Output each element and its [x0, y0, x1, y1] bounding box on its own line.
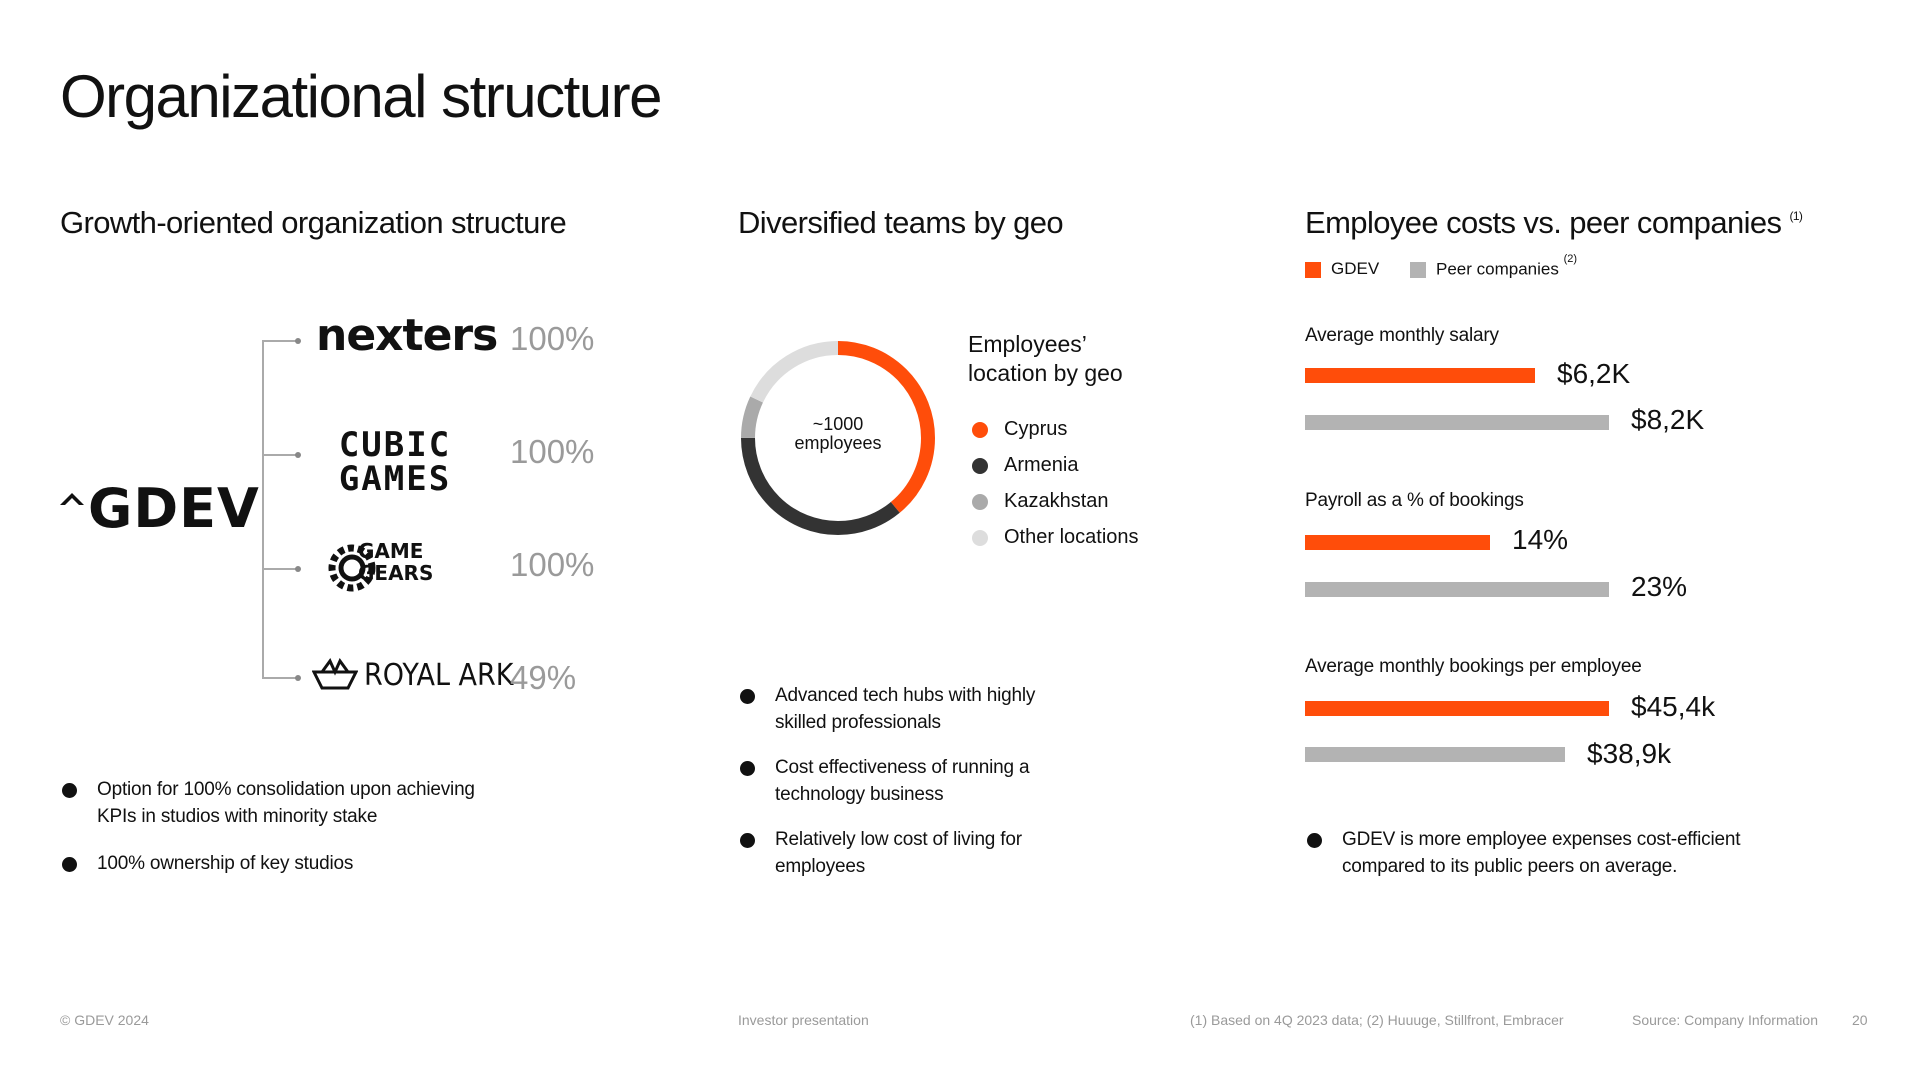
gdev-logo-text: GDEV [88, 477, 260, 540]
legend-swatch [1305, 262, 1321, 278]
bar-bookings-gdev [1305, 701, 1609, 716]
bar-payroll-gdev [1305, 535, 1490, 550]
list-item: Cost effectiveness of running a technolo… [738, 754, 1058, 808]
bullet-text: 100% ownership of key studios [97, 853, 354, 874]
bullet-dot [740, 833, 755, 848]
geo-legend-title: Employees’ location by geo [968, 330, 1123, 388]
bullet-dot [740, 761, 755, 776]
paper-boat-icon [312, 658, 358, 690]
legend-label: Kazakhstan [1004, 490, 1109, 512]
list-item: GDEV is more employee expenses cost-effi… [1305, 826, 1755, 880]
tree-branch [262, 677, 298, 679]
bar-payroll-peer [1305, 582, 1609, 597]
bullet-dot [740, 689, 755, 704]
structure-heading: Growth-oriented organization structure [60, 205, 567, 240]
legend-title-line: Employees’ [968, 331, 1087, 357]
tree-branch [262, 454, 298, 456]
legend-label: Peer companies (2) [1436, 253, 1577, 280]
legend-swatch [972, 422, 988, 438]
bar-value-bookings-gdev: $45,4k [1631, 691, 1716, 722]
footer-notes: (1) Based on 4Q 2023 data; (2) Huuuge, S… [1190, 1012, 1564, 1028]
donut-slice-armenia [741, 341, 935, 535]
legend-label-text: Peer companies [1436, 259, 1559, 279]
footer-source: Source: Company Information [1632, 1012, 1818, 1028]
legend-label: GDEV [1331, 259, 1380, 278]
tree-node-dot [295, 566, 301, 572]
legend-label: Armenia [1004, 454, 1079, 476]
footer-center: Investor presentation [738, 1012, 869, 1028]
bar-value-payroll-peer: 23% [1631, 571, 1688, 602]
bullet-text: Relatively low cost of living for employ… [775, 829, 1022, 877]
nexters-stake: 100% [510, 320, 595, 357]
tree-node-dot [295, 452, 301, 458]
bar-salary-peer [1305, 415, 1609, 430]
geo-heading: Diversified teams by geo [738, 205, 1064, 240]
game-gears-logo: GAME GEARS [322, 532, 472, 604]
geo-bullets: Advanced tech hubs with highly skilled p… [738, 682, 1058, 880]
legend-swatch [972, 458, 988, 474]
legend-swatch [972, 530, 988, 546]
legend-swatch [1410, 262, 1426, 278]
bar-value-salary-gdev: $6,2K [1557, 358, 1631, 389]
bar-value-payroll-gdev: 14% [1512, 524, 1569, 555]
costs-bullets: GDEV is more employee expenses cost-effi… [1305, 826, 1755, 880]
royal-ark-stake: 49% [510, 659, 577, 696]
donut-slice-other-locations [741, 341, 935, 535]
costs-heading-text: Employee costs vs. peer companies [1305, 205, 1782, 240]
bar-value-salary-peer: $8,2K [1631, 404, 1705, 435]
legend-label: Other locations [1004, 526, 1139, 548]
cubic-games-logo-text: CUBIC GAMES [338, 425, 452, 499]
list-item: 100% ownership of key studios [60, 850, 480, 877]
legend-title-line: location by geo [968, 360, 1123, 386]
tree-connector [262, 340, 264, 679]
structure-bullets: Option for 100% consolidation upon achie… [60, 776, 480, 877]
geo-donut-chart [741, 341, 935, 535]
nexters-logo: nexters [316, 310, 498, 361]
bar-bookings-peer [1305, 747, 1565, 762]
caret-up-icon [60, 493, 84, 505]
donut-center-label: ~1000 employees [773, 415, 903, 453]
gear-icon [328, 544, 376, 592]
tree-node-dot [295, 675, 301, 681]
game-gears-stake: 100% [510, 546, 595, 583]
costs-heading: Employee costs vs. peer companies (1) [1305, 205, 1803, 241]
bullet-text: Cost effectiveness of running a technolo… [775, 757, 1030, 805]
costs-heading-note: (1) [1789, 209, 1803, 223]
bullet-dot [62, 783, 77, 798]
cubic-games-logo: CUBIC GAMES [330, 428, 460, 496]
legend-label-note: (2) [1563, 253, 1578, 265]
page-number: 20 [1852, 1012, 1868, 1028]
game-gears-logo-text: GAME GEARS [358, 539, 434, 585]
tree-branch [262, 568, 298, 570]
bar-salary-gdev [1305, 368, 1535, 383]
bullet-dot [1307, 833, 1322, 848]
tree-branch [262, 340, 298, 342]
metric-label-salary: Average monthly salary [1305, 325, 1499, 346]
legend-label: Cyprus [1004, 418, 1068, 440]
metric-label-bookings: Average monthly bookings per employee [1305, 656, 1642, 677]
bar-value-bookings-peer: $38,9k [1587, 738, 1672, 769]
legend-swatch [972, 494, 988, 510]
footer-copyright: © GDEV 2024 [60, 1012, 149, 1028]
page-title: Organizational structure [60, 63, 662, 130]
bullet-text: GDEV is more employee expenses cost-effi… [1342, 829, 1741, 877]
donut-center-count: ~1000 [812, 414, 864, 434]
tree-node-dot [295, 338, 301, 344]
cubic-games-stake: 100% [510, 433, 595, 470]
bullet-dot [62, 857, 77, 872]
donut-center-unit: employees [794, 433, 882, 453]
metric-label-payroll: Payroll as a % of bookings [1305, 490, 1524, 511]
list-item: Option for 100% consolidation upon achie… [60, 776, 480, 830]
list-item: Advanced tech hubs with highly skilled p… [738, 682, 1058, 736]
list-item: Relatively low cost of living for employ… [738, 826, 1058, 880]
royal-ark-logo-text: ROYAL ARK [364, 658, 514, 693]
bullet-text: Option for 100% consolidation upon achie… [97, 779, 475, 827]
bullet-text: Advanced tech hubs with highly skilled p… [775, 685, 1036, 733]
